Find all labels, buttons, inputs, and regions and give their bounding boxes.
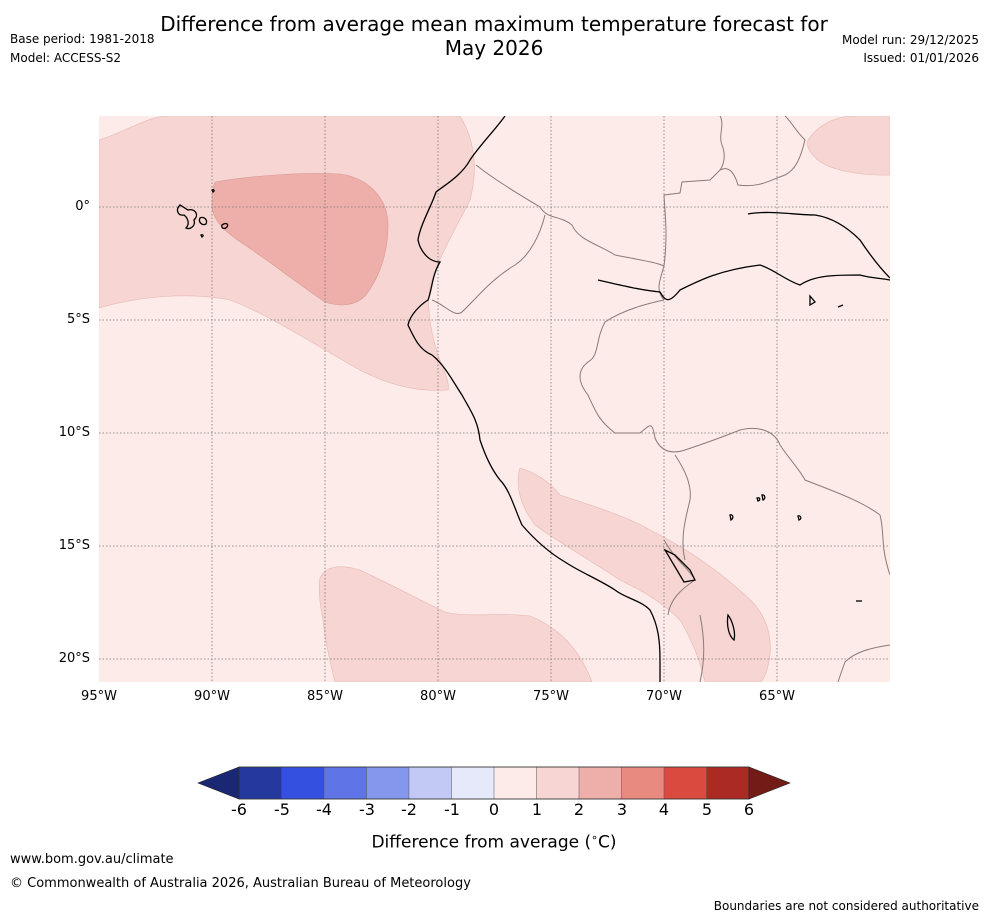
colorbar-title-unit: C) bbox=[598, 832, 617, 853]
region-southern-peru bbox=[517, 467, 771, 682]
colorbar-tick-1: 1 bbox=[531, 800, 543, 819]
colorbar-segment--4-to--3 bbox=[323, 766, 368, 800]
colorbar-segment-0-to-1 bbox=[493, 766, 538, 800]
map-area bbox=[99, 116, 890, 682]
lon-label-85w: 85°W bbox=[307, 689, 343, 704]
colorbar-segment-3-to-4 bbox=[621, 766, 665, 800]
lon-label-95w: 95°W bbox=[81, 689, 117, 704]
colorbar-segment--1-to-0 bbox=[451, 766, 495, 800]
lon-label-90w: 90°W bbox=[194, 689, 230, 704]
colorbar-segment-4-to-5 bbox=[663, 766, 708, 800]
colorbar-segment--2-to--1 bbox=[408, 766, 453, 800]
colorbar-segment-5-to-6 bbox=[706, 766, 750, 800]
lon-label-75w: 75°W bbox=[533, 689, 569, 704]
colorbar-under-arrow bbox=[197, 766, 240, 800]
lat-label-20s: 20°S bbox=[58, 651, 90, 666]
colorbar-tick-0: 0 bbox=[488, 800, 500, 819]
region-ecuador-core bbox=[211, 173, 389, 306]
copyright-notice: © Commonwealth of Australia 2026, Austra… bbox=[10, 876, 471, 891]
colorbar-frame bbox=[238, 766, 750, 800]
lon-label-65w: 65°W bbox=[759, 689, 795, 704]
lat-label-10s: 10°S bbox=[58, 425, 90, 440]
map-title: Difference from average mean maximum tem… bbox=[160, 12, 828, 60]
colorbar-title: Difference from average (∘C) bbox=[371, 831, 617, 853]
colorbar-tick-neg3: -3 bbox=[359, 800, 375, 819]
colorbar-over-arrow bbox=[748, 766, 791, 800]
issued-label: Issued: 01/01/2026 bbox=[863, 51, 979, 65]
colorbar-segment-1-to-2 bbox=[536, 766, 580, 800]
colorbar-tick-neg5: -5 bbox=[274, 800, 290, 819]
model-label: Model: ACCESS-S2 bbox=[10, 51, 122, 65]
disclaimer-notice: Boundaries are not considered authoritat… bbox=[713, 899, 979, 913]
lon-label-80w: 80°W bbox=[420, 689, 456, 704]
colorbar-tick-neg6: -6 bbox=[231, 800, 247, 819]
lat-label-15s: 15°S bbox=[58, 538, 90, 553]
colorbar-tick-4: 4 bbox=[658, 800, 670, 819]
coastline bbox=[176, 116, 890, 682]
colorbar-tick-2: 2 bbox=[573, 800, 585, 819]
colorbar-tick-neg1: -1 bbox=[444, 800, 460, 819]
colorbar bbox=[197, 766, 791, 800]
lat-label-5s: 5°S bbox=[66, 312, 90, 327]
region-chile-ocean bbox=[318, 566, 593, 682]
lon-label-70w: 70°W bbox=[646, 689, 682, 704]
colorbar-tick-5: 5 bbox=[701, 800, 713, 819]
website-link[interactable]: www.bom.gov.au/climate bbox=[10, 852, 174, 867]
lat-label-0: 0° bbox=[75, 199, 90, 214]
colorbar-tick-3: 3 bbox=[616, 800, 628, 819]
colorbar-segment--5-to--4 bbox=[281, 766, 325, 800]
colorbar-title-prefix: Difference from average ( bbox=[371, 832, 592, 853]
colorbar-tick-6: 6 bbox=[743, 800, 755, 819]
colorbar-segment--6-to--5 bbox=[238, 766, 283, 800]
country-borders bbox=[431, 116, 890, 682]
model-run-label: Model run: 29/12/2025 bbox=[841, 33, 979, 47]
region-northeast bbox=[807, 116, 890, 176]
colorbar-tick-neg2: -2 bbox=[401, 800, 417, 819]
graticule bbox=[99, 116, 890, 682]
base-period-label: Base period: 1981-2018 bbox=[10, 32, 155, 46]
colorbar-tick-neg4: -4 bbox=[316, 800, 332, 819]
colorbar-segment-2-to-3 bbox=[578, 766, 623, 800]
colorbar-segment--3-to--2 bbox=[366, 766, 410, 800]
